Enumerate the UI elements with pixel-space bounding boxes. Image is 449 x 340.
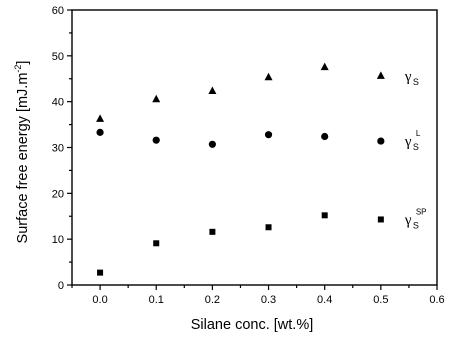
- x-tick-label: 0.2: [205, 294, 220, 306]
- x-axis-title: Silane conc. [wt.%]: [191, 317, 314, 333]
- y-axis-title-main: Surface free energy [mJ.m: [15, 73, 31, 244]
- point-sp: [265, 224, 272, 231]
- y-axis-title-tail: ]: [15, 61, 31, 65]
- point-l: [152, 136, 160, 144]
- point-s: [208, 86, 217, 94]
- point-s: [264, 72, 273, 81]
- x-tick-label: 0.4: [317, 294, 332, 306]
- point-l: [96, 128, 104, 136]
- y-tick-label: 50: [52, 51, 64, 63]
- series-label-s: γ: [404, 69, 412, 85]
- y-tick-label: 40: [52, 97, 64, 109]
- series-label-sup-sp: SP: [416, 207, 427, 216]
- point-l: [264, 131, 273, 139]
- point-s: [152, 94, 161, 103]
- point-sp: [153, 240, 160, 247]
- series-label-sp: γ: [404, 212, 412, 228]
- series-labels: γ Sγ SLγ SSP: [404, 69, 427, 230]
- x-tick-label: 0.3: [261, 294, 276, 306]
- point-sp: [321, 212, 328, 219]
- plot-frame: [71, 9, 438, 286]
- y-tick-label: 0: [58, 280, 64, 292]
- y-tick-label: 60: [52, 5, 64, 17]
- series-label-l: γ: [404, 134, 412, 150]
- y-tick-label: 10: [52, 234, 64, 246]
- point-l: [377, 137, 385, 145]
- y-axis-title: Surface free energy [mJ.m-2]: [13, 61, 31, 244]
- point-s: [320, 62, 329, 71]
- point-sp: [97, 269, 104, 276]
- x-tick-label: 0.0: [92, 294, 107, 306]
- y-axis-title-exponent: -2: [13, 65, 23, 73]
- point-sp: [209, 228, 216, 235]
- series-label-sup-l: L: [416, 129, 421, 138]
- series-label-sub-s: S: [413, 77, 419, 87]
- point-s: [376, 71, 385, 79]
- x-tick-label: 0.1: [149, 294, 164, 306]
- series-label-sub-sp: S: [413, 220, 419, 230]
- axes: 0.0 0.1 0.2 0.3 0.4 0.5 0.6 0 10 20 30 40 50 60: [52, 5, 445, 306]
- y-tick-label: 20: [52, 188, 64, 200]
- point-s: [96, 114, 105, 122]
- y-tick-label: 30: [52, 143, 64, 155]
- series-label-sub-l: S: [413, 142, 419, 152]
- x-tick-label: 0.5: [373, 294, 388, 306]
- point-l: [208, 140, 216, 148]
- point-sp: [377, 216, 384, 223]
- point-l: [321, 132, 329, 141]
- data-marks: [96, 62, 385, 276]
- x-tick-label: 0.6: [429, 294, 444, 306]
